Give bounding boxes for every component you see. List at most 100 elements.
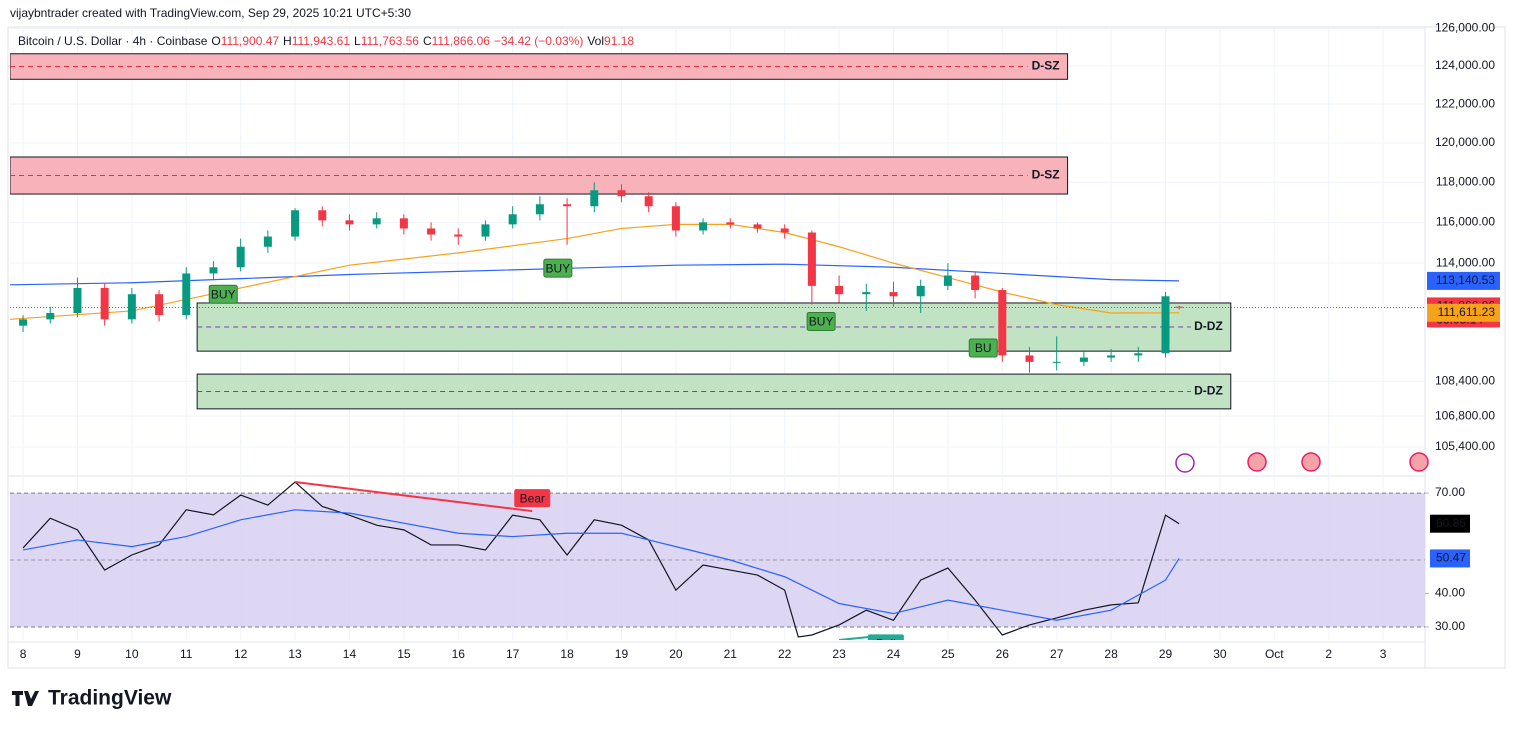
vol-value: 91.18 [604,34,634,48]
event-icon[interactable] [1247,452,1267,472]
signal-box [968,338,998,358]
candle-body [291,210,300,237]
candle-body [671,206,680,231]
candle-body [127,294,136,320]
signal-label: BUY [809,315,834,329]
candle-body [182,273,191,316]
x-tick-label: 19 [615,647,629,661]
x-tick-label: 3 [1380,647,1387,661]
zone [10,53,1069,80]
candle-body [943,275,952,286]
x-tick-label: 13 [288,647,302,661]
x-tick-label: 18 [560,647,574,661]
event-icon[interactable] [1175,453,1195,473]
value-badge [1427,271,1500,290]
x-tick-label: 20 [669,647,683,661]
ohlc-value: 111,943.61 [292,34,351,48]
candle-body [1161,296,1170,354]
candle-body [372,218,381,225]
x-tick-label: 29 [1159,647,1173,661]
candle-body [1134,353,1143,356]
candle-body [807,232,816,286]
rsi-line [22,481,1180,638]
x-tick-label: 17 [506,647,520,661]
y-tick-label: 70.00 [1435,485,1465,499]
rsi-pane: Bear Bull [10,477,1425,650]
candle-body [263,236,272,247]
candle-body [399,218,408,229]
candle-body [644,196,653,207]
moving-average [10,263,1180,286]
candle-body [345,220,354,225]
ohlc-key: L [354,34,361,48]
signal-label: BUY [211,287,236,301]
symbol: Bitcoin / U.S. Dollar · 4h · Coinbase [18,34,208,48]
event-icon[interactable] [1409,452,1429,472]
signal-box [208,284,238,304]
signal-box [806,311,836,331]
candle-body [862,292,871,295]
zone-label: D-DZ [1194,384,1223,398]
candle-body [590,190,599,207]
x-tick-label: 24 [887,647,901,661]
x-tick-label: 27 [1050,647,1064,661]
logo-icon [12,691,39,706]
y-tick-label: 106,800.00 [1435,408,1495,422]
x-tick-label: 21 [724,647,738,661]
logo: TradingView [12,687,172,710]
price-pane: D-SZ D-SZ D-DZ D-DZ BUY BUY BUY BU [10,28,1425,475]
candle-body [889,292,898,297]
candle-body [916,285,925,297]
ohlc-value: 111,900.47 [221,34,280,48]
ohlc-key: O [211,34,220,48]
value-badge [1430,514,1470,533]
candle-body [236,246,245,268]
divergence-box [514,489,551,508]
x-tick-label: 26 [996,647,1010,661]
x-tick-label: 14 [343,647,357,661]
value-badge-label: 50.47 [1436,551,1466,565]
divergence-line [294,481,533,513]
ohlc-value: 111,763.56 [361,34,420,48]
vol-key: Vol [587,34,604,48]
candle-body [971,275,980,291]
candle-body [46,313,55,320]
y-tick-label: 105,400.00 [1435,439,1495,453]
zone-label: D-SZ [1032,59,1060,73]
candle-body [100,287,109,320]
y-tick-label: 114,000.00 [1436,255,1495,269]
divergence-label: Bull [876,636,896,650]
candle-body [73,287,82,314]
y-tick-label: 108,400.00 [1435,373,1495,387]
candle-body [508,214,517,225]
x-tick-label: 11 [180,647,193,661]
signal-label: BU [975,341,992,355]
signal-box [543,258,573,278]
candle-body [563,204,572,207]
ohlc-value: 111,866.06 [432,34,491,48]
candle-body [835,285,844,295]
x-tick-label: 16 [452,647,466,661]
candle-body [535,204,544,215]
x-tick-label: 9 [74,647,81,661]
legend: Bitcoin / U.S. Dollar · 4h · Coinbase O11… [18,34,634,48]
candle-body [1025,355,1034,362]
zone [10,156,1069,195]
rsi-line [22,509,1180,621]
candle-body [1052,361,1061,363]
y-tick-label: 118,000.00 [1436,174,1495,188]
x-tick-label: 28 [1104,647,1118,661]
event-icon[interactable] [1301,452,1321,472]
axes: 8 9 10 11 12 13 14 15 16 17 18 19 20 21 22 23 24 25 26 27 28… [20,21,1500,661]
x-tick-label: 23 [832,647,846,661]
x-tick-label: Oct [1265,647,1284,661]
y-tick-label: 30.00 [1435,619,1465,633]
x-tick-label: 8 [20,647,27,661]
candle-body [998,290,1007,356]
x-tick-label: 10 [125,647,139,661]
frame [7,26,1506,669]
event-icons [1175,452,1429,473]
candle-body [753,224,762,229]
